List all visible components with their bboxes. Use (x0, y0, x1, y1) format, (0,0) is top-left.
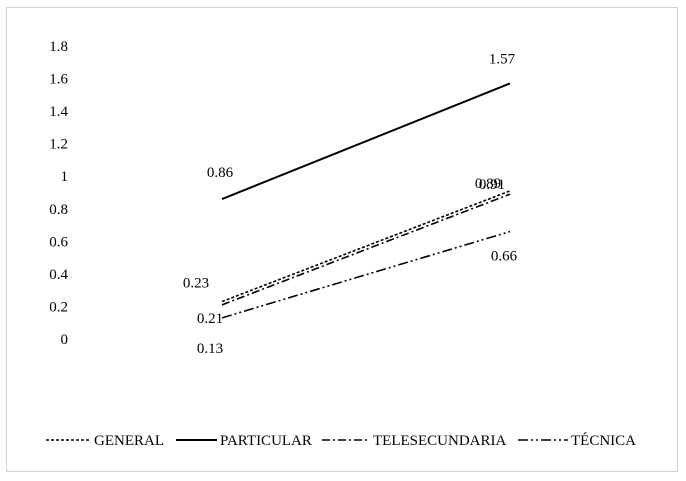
data-label: 1.57 (489, 51, 516, 67)
legend-item: PARTICULAR (176, 433, 312, 449)
data-label: 0.21 (197, 311, 223, 327)
legend-item: GENERAL (46, 433, 164, 449)
legend-label: PARTICULAR (220, 433, 312, 449)
y-tick-label: 1.4 (49, 104, 68, 120)
legend-label: TELESECUNDARIA (373, 433, 506, 449)
y-tick-label: 1.8 (49, 39, 68, 55)
series-line-telesecundaria (221, 193, 511, 306)
y-tick-label: 0.6 (49, 234, 68, 250)
y-tick-label: 0.2 (49, 299, 68, 315)
series-line-general (221, 190, 511, 303)
data-label: 0.91 (479, 177, 505, 193)
series-line-técnica (221, 230, 511, 319)
legend-label: GENERAL (94, 433, 164, 449)
data-label: 0.23 (183, 276, 209, 292)
y-tick-label: 1.2 (49, 137, 68, 153)
y-tick-label: 0.8 (49, 202, 68, 218)
chart-frame (6, 7, 678, 472)
y-tick-label: 0 (61, 332, 69, 348)
legend-item: TÉCNICA (518, 432, 636, 449)
series-line-particular (221, 82, 511, 200)
data-label: 0.13 (197, 341, 223, 357)
legend-item: TELESECUNDARIA (322, 433, 506, 449)
y-tick-label: 0.4 (49, 267, 68, 283)
y-tick-label: 1.6 (49, 72, 68, 88)
data-label: 0.86 (207, 165, 234, 181)
y-tick-label: 1 (61, 169, 69, 185)
data-label: 0.66 (491, 249, 518, 265)
legend-label: TÉCNICA (571, 432, 636, 449)
data-label: 0.89 (475, 176, 501, 192)
